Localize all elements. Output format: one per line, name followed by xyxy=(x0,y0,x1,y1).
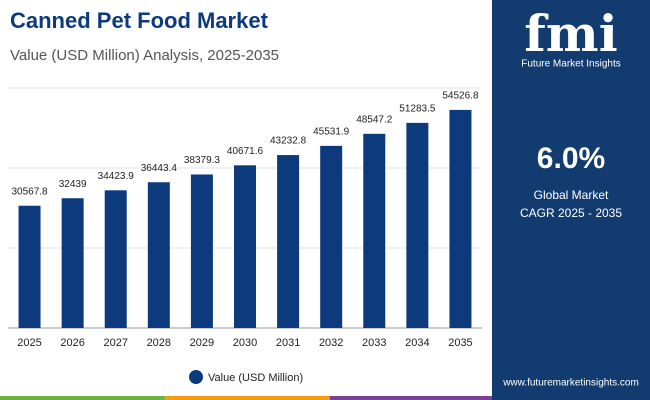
x-tick-label: 2031 xyxy=(276,337,300,349)
cagr-label: CAGR 2025 - 2035 xyxy=(520,206,622,220)
x-tick-label: 2025 xyxy=(17,337,41,349)
data-label: 32439 xyxy=(59,179,87,190)
data-label: 45531.9 xyxy=(313,127,350,138)
data-label: 54526.8 xyxy=(442,91,479,102)
x-tick-label: 2026 xyxy=(60,337,84,349)
bar xyxy=(320,145,343,328)
x-tick-label: 2033 xyxy=(362,337,386,349)
x-tick-label: 2027 xyxy=(103,337,127,349)
x-tick-label: 2030 xyxy=(233,337,257,349)
x-tick-label: 2028 xyxy=(147,337,171,349)
stripe xyxy=(0,396,165,400)
website: www.futuremarketinsights.com xyxy=(502,378,639,389)
data-label: 43232.8 xyxy=(270,136,307,147)
bar xyxy=(190,174,213,328)
x-tick-label: 2034 xyxy=(405,337,429,349)
bar xyxy=(61,198,84,328)
data-label: 40671.6 xyxy=(227,146,264,157)
cagr-label: Global Market xyxy=(534,188,609,202)
x-tick-label: 2029 xyxy=(190,337,214,349)
data-label: 34423.9 xyxy=(98,171,135,182)
logo: fmi xyxy=(524,4,617,63)
data-label: 36443.4 xyxy=(141,163,178,174)
chart-subtitle: Value (USD Million) Analysis, 2025-2035 xyxy=(10,47,279,64)
x-tick-label: 2035 xyxy=(448,337,472,349)
legend-marker xyxy=(189,370,203,384)
bar xyxy=(147,182,170,328)
bar xyxy=(277,155,300,328)
data-label: 51283.5 xyxy=(399,104,436,115)
bar xyxy=(406,122,429,328)
x-tick-label: 2032 xyxy=(319,337,343,349)
bar xyxy=(18,205,41,328)
data-label: 38379.3 xyxy=(184,155,221,166)
data-label: 30567.8 xyxy=(11,186,48,197)
legend-label: Value (USD Million) xyxy=(208,372,303,384)
brand: Future Market Insights xyxy=(521,59,620,70)
cagr-value: 6.0% xyxy=(537,142,605,175)
bar xyxy=(104,190,127,328)
sidebar-panel xyxy=(492,0,650,400)
stripe xyxy=(330,396,492,400)
bar xyxy=(363,133,386,328)
bar xyxy=(234,165,256,328)
data-label: 48547.2 xyxy=(356,114,393,125)
stripe xyxy=(165,396,330,400)
bar xyxy=(449,109,472,329)
chart-title: Canned Pet Food Market xyxy=(10,8,269,33)
